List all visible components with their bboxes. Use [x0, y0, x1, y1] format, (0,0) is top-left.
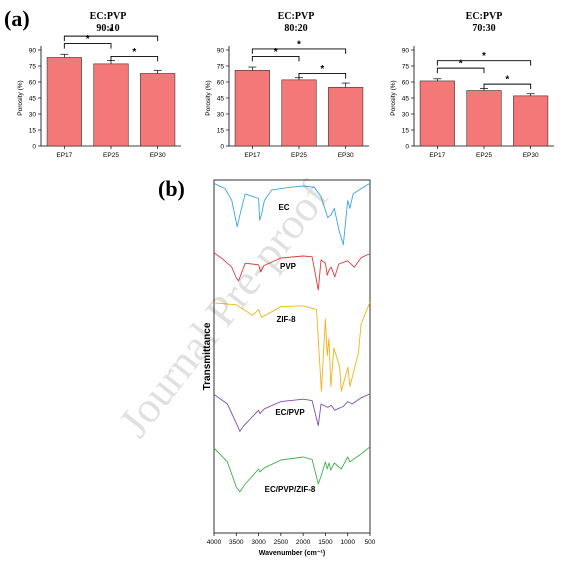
y-tick-label: 90 — [217, 48, 225, 55]
y-tick-label: 15 — [29, 128, 37, 135]
x-tick-label: EP25 — [476, 152, 492, 159]
x-tick-label: 2000 — [296, 539, 311, 546]
series-label: PVP — [280, 262, 297, 271]
ftir-spectra-chart: 4000 3500 3000 2500 2000 1500 1000 500 Wavenumbe… — [202, 179, 376, 557]
significance-bracket — [436, 67, 485, 74]
x-tick-label: 1000 — [340, 539, 355, 546]
significance-bracket — [483, 83, 532, 90]
x-tick-label: EP17 — [56, 152, 72, 159]
y-tick-label: 60 — [217, 80, 225, 87]
y-tick-label: 90 — [29, 48, 37, 55]
significance-bracket — [251, 48, 347, 54]
significance-star: * — [320, 64, 324, 75]
x-axis-label: Wavenumber (cm⁻¹) — [259, 550, 325, 557]
y-tick-label: 30 — [402, 112, 410, 119]
y-tick-label: 60 — [402, 80, 410, 87]
y-tick-label: 75 — [217, 64, 225, 71]
series-line-ec — [213, 182, 371, 246]
y-tick-label: 0 — [32, 144, 36, 151]
x-tick-label: 4000 — [207, 539, 222, 546]
chart-title-line: 70:30 — [472, 23, 495, 34]
y-tick-label: 45 — [402, 96, 410, 103]
y-axis-label: Porosity (%) — [17, 80, 24, 115]
bar-ep30 — [328, 87, 364, 147]
series-label: ZIF-8 — [276, 315, 296, 324]
y-tick-label: 0 — [405, 144, 409, 151]
chart-title-line: 80:20 — [284, 23, 307, 34]
x-tick-label: EP17 — [429, 152, 445, 159]
y-tick-label: 45 — [29, 96, 37, 103]
significance-star: * — [459, 59, 463, 70]
series-line-zif-8 — [213, 301, 371, 392]
significance-star: * — [297, 39, 301, 50]
bar-ep25 — [93, 63, 129, 147]
series-line-ec-pvp-zif-8 — [213, 446, 371, 493]
y-axis-label: Transmittance — [202, 322, 213, 390]
x-tick-label: 3500 — [229, 539, 244, 546]
x-tick-label: 1500 — [318, 539, 333, 546]
significance-bracket — [63, 35, 159, 42]
x-tick-label: EP17 — [244, 152, 260, 159]
x-tick-label: EP30 — [150, 152, 166, 159]
bar-ep17 — [46, 57, 82, 147]
significance-star: * — [482, 51, 486, 62]
panel-b-label: (b) — [158, 176, 185, 201]
y-tick-label: 45 — [217, 96, 225, 103]
significance-bracket — [298, 73, 347, 79]
y-axis-label: Porosity (%) — [390, 80, 397, 115]
significance-bracket — [63, 43, 112, 49]
y-tick-label: 75 — [402, 64, 410, 71]
x-tick-label: EP25 — [103, 152, 119, 159]
watermark-text: Journal Pre-proof — [109, 172, 338, 446]
significance-bracket — [251, 55, 300, 62]
series-line-pvp — [213, 252, 371, 291]
bar-ep17 — [234, 69, 270, 147]
x-tick-label: 500 — [365, 539, 376, 546]
significance-star: * — [274, 47, 278, 58]
chart-title-line: EC:PVP — [90, 11, 127, 22]
y-tick-label: 60 — [29, 80, 37, 87]
y-tick-label: 75 — [29, 64, 37, 71]
series-label: EC/PVP/ZIF-8 — [265, 485, 316, 494]
significance-star: * — [505, 75, 509, 86]
x-tick-label: 2500 — [274, 539, 289, 546]
panel-a-label: (a) — [4, 6, 30, 31]
y-tick-label: 30 — [217, 112, 225, 119]
bar-ep17 — [419, 80, 455, 147]
significance-star: * — [109, 27, 113, 38]
x-tick-label: 3000 — [251, 539, 266, 546]
y-tick-label: 0 — [220, 144, 224, 151]
y-tick-label: 30 — [29, 112, 37, 119]
bar-ep25 — [466, 90, 502, 147]
significance-bracket — [436, 60, 532, 66]
significance-star: * — [86, 34, 90, 45]
series-line-ec-pvp — [213, 393, 371, 432]
series-label: EC — [278, 203, 289, 212]
y-tick-label: 15 — [402, 128, 410, 135]
chart-title-line: EC:PVP — [278, 11, 315, 22]
significance-star: * — [132, 47, 136, 58]
bar-ep25 — [281, 79, 317, 147]
x-tick-label: EP25 — [291, 152, 307, 159]
bar-ep30 — [140, 73, 176, 147]
series-label: EC/PVP — [275, 408, 305, 417]
significance-bracket — [110, 55, 159, 62]
y-tick-label: 15 — [217, 128, 225, 135]
x-tick-label: EP30 — [523, 152, 539, 159]
chart-title-line: 90:10 — [96, 23, 119, 34]
x-tick-label: EP30 — [338, 152, 354, 159]
bar-ep30 — [513, 95, 549, 147]
y-tick-label: 90 — [402, 48, 410, 55]
plot-frame — [213, 179, 371, 534]
y-axis-label: Porosity (%) — [205, 80, 212, 115]
chart-title-line: EC:PVP — [466, 11, 503, 22]
